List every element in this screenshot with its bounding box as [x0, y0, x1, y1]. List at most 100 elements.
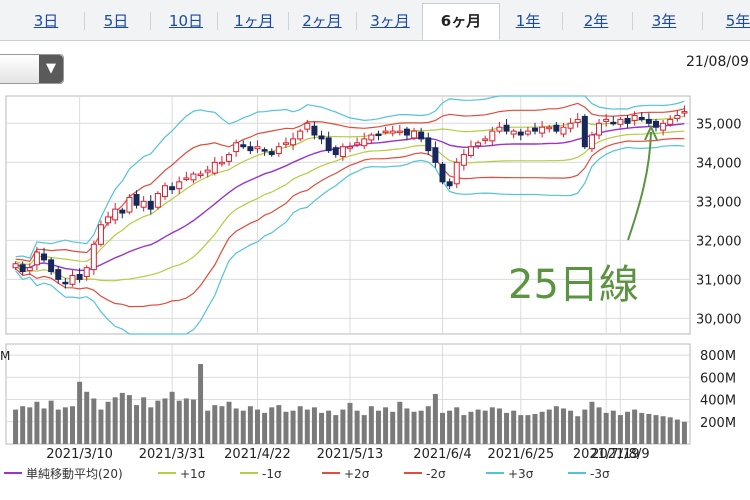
volume-bar — [283, 411, 289, 444]
tab-10-days[interactable]: 10日 — [168, 12, 204, 30]
x-tick-label: 2021/4/22 — [224, 447, 291, 462]
candle-body — [432, 147, 439, 163]
volume-bar — [454, 407, 460, 444]
volume-bar — [77, 381, 83, 444]
volume-bar — [546, 409, 552, 444]
tab-3-days[interactable]: 3日 — [33, 12, 59, 30]
candle-body — [176, 181, 183, 190]
candle-body — [631, 115, 638, 121]
candle-body — [311, 125, 318, 136]
candle-body — [12, 263, 19, 269]
volume-bar — [383, 407, 389, 444]
candle-body — [389, 130, 396, 134]
x-tick-label: 2021/5/13 — [317, 447, 384, 462]
volume-bar — [119, 392, 125, 444]
volume-bar — [375, 410, 381, 444]
candle-body — [645, 118, 652, 124]
candle-body — [154, 193, 161, 208]
volume-bar — [148, 407, 154, 444]
tab-divider — [288, 12, 289, 30]
volume-bar — [440, 412, 445, 444]
candle-body — [560, 126, 567, 135]
volume-bar — [560, 408, 566, 444]
volume-bar — [361, 415, 367, 444]
candle-body — [347, 146, 353, 149]
tab-1-month[interactable]: 1ヶ月 — [234, 12, 274, 30]
candle-body — [140, 200, 147, 208]
candle-body — [161, 185, 168, 197]
candle-body — [339, 146, 346, 157]
legend-label: +3σ — [508, 467, 534, 481]
tab-2-months[interactable]: 2ヶ月 — [302, 12, 342, 30]
tab-divider — [632, 12, 633, 30]
candle-body — [667, 118, 674, 125]
volume-bar — [91, 398, 97, 444]
volume-bar — [255, 409, 260, 444]
candle-body — [90, 243, 97, 271]
price-tick-label: 33,000 — [696, 195, 742, 210]
candle-body — [226, 154, 233, 162]
volume-bar — [13, 409, 19, 444]
volume-bar — [276, 405, 282, 444]
tab-2-years[interactable]: 2年 — [583, 12, 609, 30]
volume-bar — [667, 417, 673, 444]
candle-body — [190, 173, 197, 181]
chevron-down-icon[interactable]: ▼ — [39, 55, 63, 83]
candle-body — [532, 127, 539, 132]
tab-5-days[interactable]: 5日 — [103, 12, 129, 30]
x-tick-label: 2021/3/31 — [139, 447, 206, 462]
legend-label: -1σ — [262, 467, 282, 481]
candle-body — [218, 161, 225, 165]
volume-bar — [169, 391, 175, 444]
candle-body — [304, 122, 311, 130]
volume-bar — [219, 406, 225, 444]
candle-body — [368, 134, 375, 141]
candle-body — [62, 281, 69, 285]
tab-3-years[interactable]: 3年 — [651, 12, 677, 30]
volume-bar — [20, 406, 26, 444]
volume-bar — [681, 421, 687, 444]
volume-bar — [461, 415, 467, 444]
candle-body — [425, 137, 432, 152]
tab-6-months[interactable]: 6ヶ月 — [422, 3, 500, 40]
volume-bar — [319, 412, 325, 444]
volume-bar — [41, 408, 47, 444]
tab-3-months[interactable]: 3ヶ月 — [370, 12, 410, 30]
volume-bar — [568, 410, 574, 444]
chart-type-select[interactable]: ▼ — [0, 54, 64, 84]
volume-bar — [482, 410, 488, 444]
tab-1-year[interactable]: 1年 — [515, 12, 541, 30]
volume-bar — [55, 409, 61, 444]
candle-body — [297, 130, 304, 140]
candle-body — [624, 117, 631, 124]
candle-body — [361, 138, 368, 147]
volume-bar — [639, 412, 645, 444]
volume-bar — [126, 395, 132, 444]
volume-bar — [62, 407, 68, 444]
volume-bar — [447, 410, 453, 444]
legend-label: -2σ — [426, 467, 446, 481]
candle-body — [211, 161, 218, 174]
volume-bar — [247, 406, 253, 444]
volume-bar — [34, 401, 40, 444]
volume-bar — [468, 411, 474, 444]
price-tick-label: 35,000 — [696, 117, 742, 132]
volume-bar — [69, 406, 75, 444]
candle-body — [197, 173, 204, 177]
candle-body — [233, 142, 240, 153]
legend-label: -3σ — [590, 467, 610, 481]
volume-bar — [326, 410, 332, 444]
price-plot-frame — [5, 95, 691, 335]
tab-5-years[interactable]: 5年 — [725, 12, 750, 30]
volume-bar — [84, 391, 90, 444]
candle-body — [97, 224, 104, 245]
volume-tick-label: 200M — [700, 416, 736, 431]
candle-body — [375, 133, 382, 137]
volume-bar — [646, 414, 652, 444]
volume-bar — [418, 410, 424, 444]
candle-body — [247, 146, 254, 152]
volume-bar — [489, 407, 495, 444]
volume-bar — [368, 406, 374, 444]
candle-body — [674, 115, 681, 119]
